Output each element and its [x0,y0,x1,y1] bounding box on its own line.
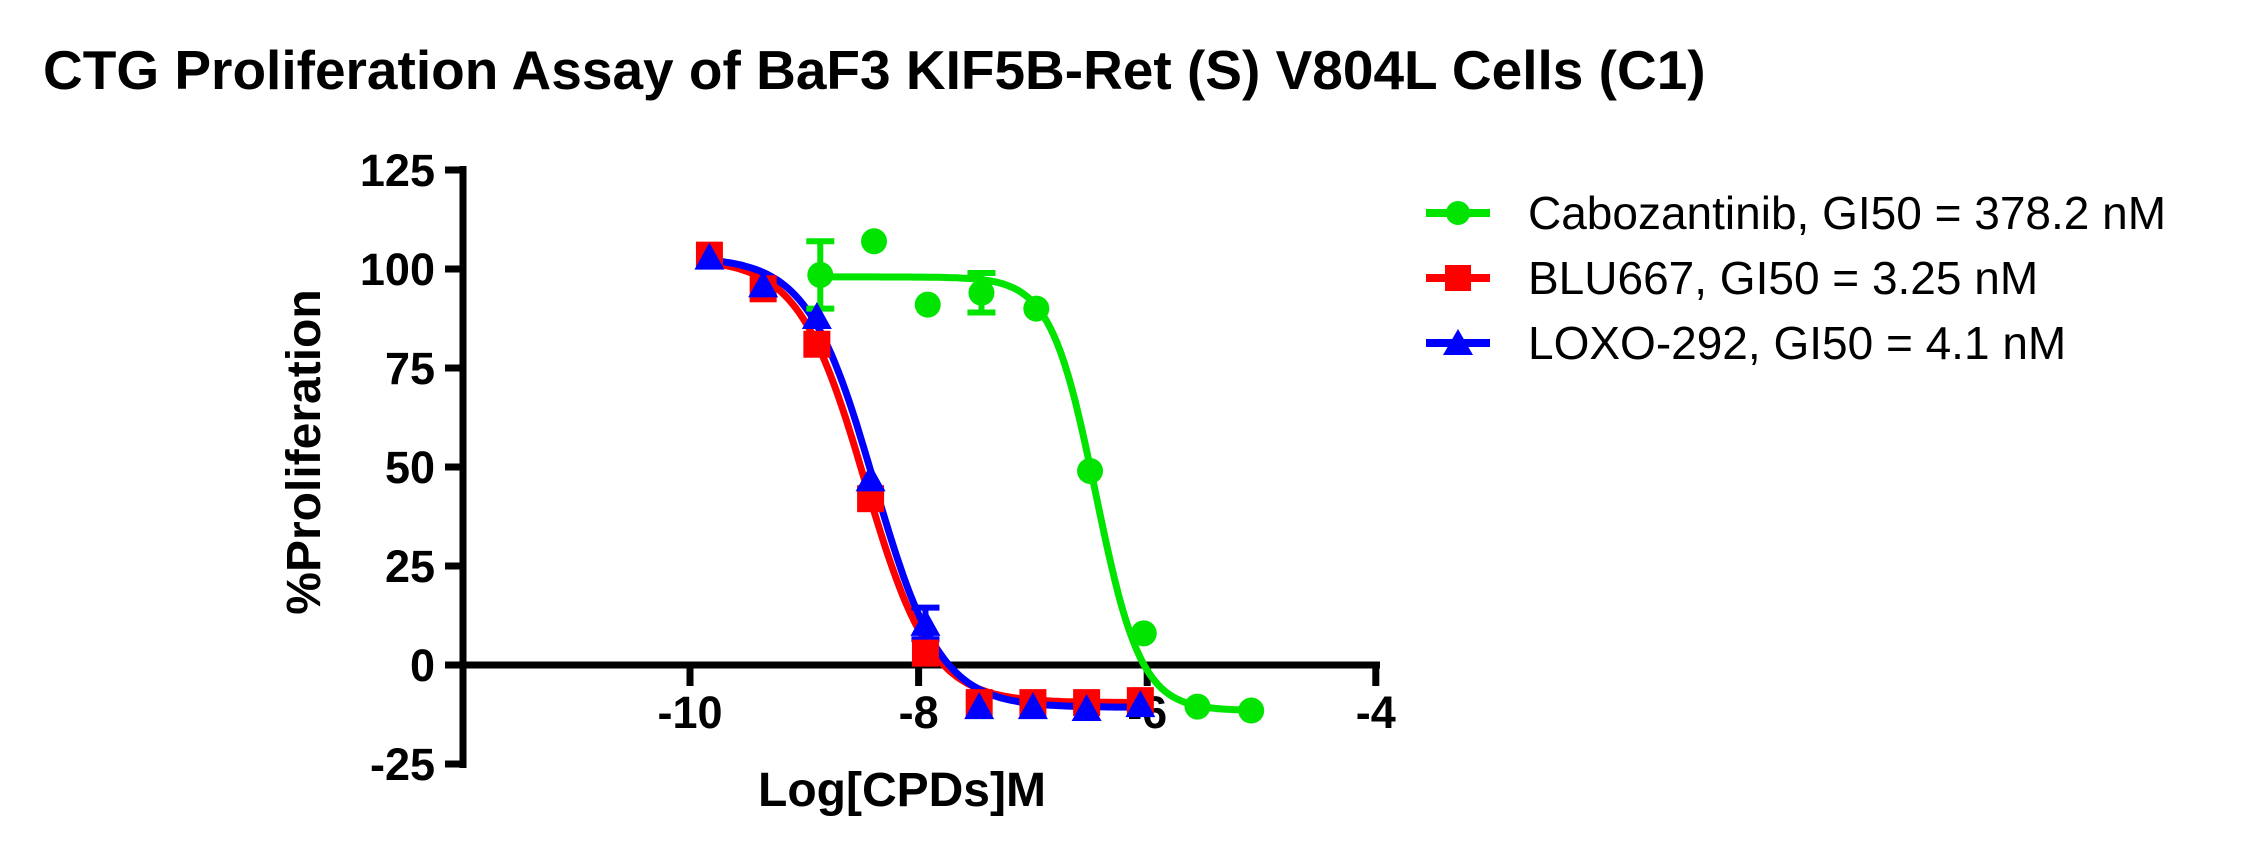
circle-marker [1184,693,1211,720]
legend-label: LOXO-292, GI50 = 4.1 nM [1528,316,2067,369]
y-tick-label: 75 [385,343,435,394]
circle-marker [968,279,995,306]
triangle-marker [1071,694,1102,722]
triangle-marker [694,242,725,270]
y-tick-label: 125 [360,145,435,196]
triangle-marker [801,302,832,330]
square-marker [803,330,831,358]
triangle-marker [1125,690,1156,718]
y-tick-label: 0 [410,640,435,691]
circle-marker [1238,697,1265,724]
triangle-marker [910,608,941,636]
triangle-marker [855,464,886,492]
circle-marker-icon [1426,200,1490,225]
y-tick-label: 25 [385,541,435,592]
y-tick-label: 50 [385,442,435,493]
chart-title: CTG Proliferation Assay of BaF3 KIF5B-Re… [43,39,1706,101]
legend-label: BLU667, GI50 = 3.25 nM [1528,251,2039,304]
circle-marker [1077,457,1104,484]
x-axis-title: Log[CPDs]M [758,764,1046,817]
x-tick-label: -10 [657,687,722,738]
y-axis-title: %Proliferation [278,289,331,614]
y-tick-label: 100 [360,244,435,295]
y-tick-label: -25 [370,739,435,790]
x-tick-label: -4 [1356,687,1396,738]
triangle-marker-icon [1426,328,1490,355]
triangle-marker [1017,692,1048,720]
circle-marker [807,261,834,288]
triangle-marker [964,692,995,720]
circle-marker [1130,620,1157,647]
fit-curve-cabozantinib [816,273,1255,714]
legend: Cabozantinib, GI50 = 378.2 nM BLU667, GI… [1426,180,2166,375]
legend-label: Cabozantinib, GI50 = 378.2 nM [1528,186,2167,239]
circle-marker [914,291,941,318]
square-marker [911,639,939,667]
circle-marker [1023,295,1050,322]
triangle-marker [748,270,779,298]
legend-item-cabozantinib: Cabozantinib, GI50 = 378.2 nM [1426,180,2166,245]
legend-item-blu667: BLU667, GI50 = 3.25 nM [1426,245,2166,310]
x-tick-label: -8 [899,687,939,738]
square-marker-icon [1426,264,1490,291]
legend-item-loxo292: LOXO-292, GI50 = 4.1 nM [1426,310,2166,375]
circle-marker [861,228,888,255]
